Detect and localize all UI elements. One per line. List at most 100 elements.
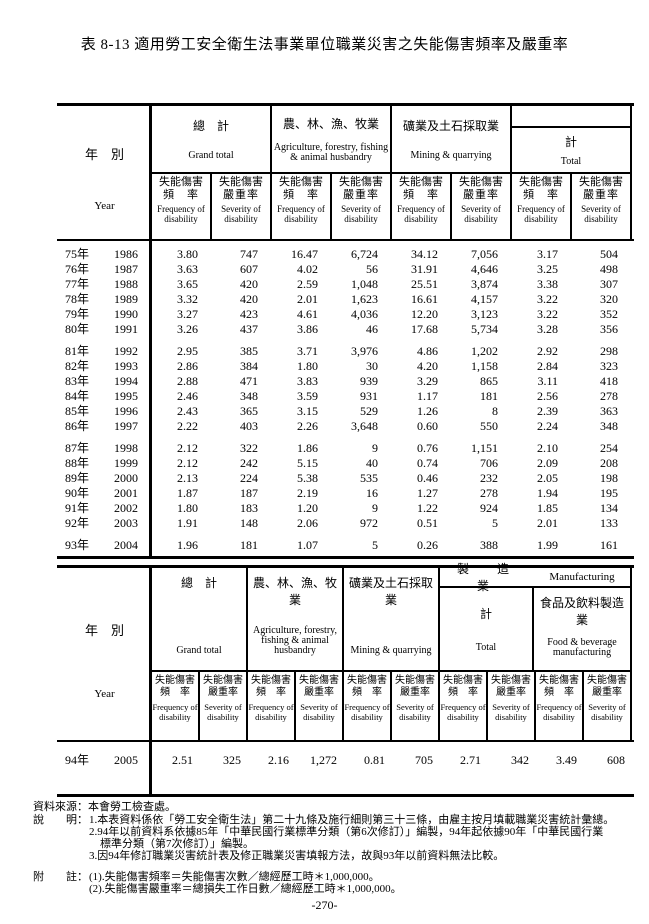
value-cell: 550 bbox=[480, 419, 498, 433]
value-cell: 3.49 bbox=[556, 753, 577, 767]
value-cell: 1,272 bbox=[310, 753, 337, 767]
column-header-frequency: 失能傷害 頻 率 Frequency of disability bbox=[152, 672, 200, 740]
value-cell: 2.05 bbox=[537, 471, 558, 485]
severity-label: 嚴重率 bbox=[583, 189, 619, 201]
value-cell: 4.61 bbox=[297, 307, 318, 321]
group-grand-total: 總 計 Grand total bbox=[152, 106, 272, 174]
value-cell: 307 bbox=[600, 277, 618, 291]
value-cell: 3.25 bbox=[537, 262, 558, 276]
table-row: 90年 2001 1.87 187 2.19 16 1.27 278 1.94 195 bbox=[57, 486, 634, 501]
value-cell: 3,976 bbox=[351, 344, 378, 358]
value-cell: 2.51 bbox=[172, 753, 193, 767]
value-cell: 2.24 bbox=[537, 419, 558, 433]
severity-label: 嚴重率 bbox=[496, 687, 526, 698]
value-cell: 325 bbox=[223, 753, 241, 767]
value-cell: 298 bbox=[600, 344, 618, 358]
value-cell: 181 bbox=[480, 389, 498, 403]
year-ad-cell: 1995 bbox=[114, 389, 138, 403]
value-cell: 3.59 bbox=[297, 389, 318, 403]
disability-label: 失能傷害 bbox=[395, 675, 435, 686]
group-label-cjk: 食品及飲料製造業 bbox=[539, 596, 624, 627]
year-ad-cell: 2001 bbox=[114, 486, 138, 500]
severity-label: 嚴重率 bbox=[463, 189, 499, 201]
column-header-frequency: 失能傷害 頻 率 Frequency of disability bbox=[392, 174, 452, 239]
value-cell: 3.22 bbox=[537, 307, 558, 321]
value-cell: 4.02 bbox=[297, 262, 318, 276]
value-cell: 16 bbox=[366, 486, 378, 500]
table-row: 85年 1996 2.43 365 3.15 529 1.26 8 2.39 363 bbox=[57, 404, 634, 419]
value-cell: 0.60 bbox=[417, 419, 438, 433]
disability-label: 失能傷害 bbox=[203, 675, 243, 686]
value-cell: 181 bbox=[240, 538, 258, 552]
disability-label: 失能傷害 bbox=[539, 675, 579, 686]
value-cell: 4.86 bbox=[417, 344, 438, 358]
year-column-divider bbox=[149, 568, 152, 794]
column-groups: 總 計 Grand total 農、林、漁、牧業 Agriculture, fo… bbox=[152, 562, 634, 740]
year-ad-cell: 1998 bbox=[114, 441, 138, 455]
value-cell: 134 bbox=[600, 501, 618, 515]
page-title: 表 8-13 適用勞工安全衛生法事業單位職業災害之失能傷害頻率及嚴重率 bbox=[80, 37, 569, 53]
value-cell: 1.91 bbox=[177, 516, 198, 530]
value-cell: 2.92 bbox=[537, 344, 558, 358]
column-header-severity: 失能傷害 嚴重率 Severity of disability bbox=[332, 174, 392, 239]
measure-label-row: 失能傷害 頻 率 Frequency of disability 失能傷害 嚴重… bbox=[152, 174, 634, 239]
value-cell: 348 bbox=[600, 419, 618, 433]
table-row: 82年 1993 2.86 384 1.80 30 4.20 1,158 2.84 323 bbox=[57, 359, 634, 374]
value-cell: 2.43 bbox=[177, 404, 198, 418]
group-label-en: Total bbox=[475, 642, 497, 654]
group-label-en: Food & beverage manufacturing bbox=[547, 637, 617, 658]
frequency-label: 頻 率 bbox=[448, 687, 478, 698]
value-cell: 2.12 bbox=[177, 441, 198, 455]
value-cell: 3.65 bbox=[177, 277, 198, 291]
year-ad-cell: 1997 bbox=[114, 419, 138, 433]
year-ad-cell: 2003 bbox=[114, 516, 138, 530]
group-label-en: Mining & quarrying bbox=[410, 149, 492, 161]
value-cell: 384 bbox=[240, 359, 258, 373]
group-label-en: Agriculture, forestry, fishing & animal … bbox=[252, 625, 338, 656]
severity-label-en: Severity of disability bbox=[581, 204, 621, 224]
value-cell: 747 bbox=[240, 247, 258, 261]
year-roc-cell: 77年 bbox=[65, 277, 90, 291]
year-roc-cell: 80年 bbox=[65, 322, 90, 336]
table-row: 75年 1986 3.80 747 16.47 6,724 34.12 7,056 3.17 50… bbox=[57, 247, 634, 262]
severity-label: 嚴重率 bbox=[592, 687, 622, 698]
value-cell: 46 bbox=[366, 322, 378, 336]
value-cell: 3.11 bbox=[537, 374, 558, 388]
frequency-label: 頻 率 bbox=[352, 687, 382, 698]
value-cell: 3.17 bbox=[537, 247, 558, 261]
value-cell: 2.56 bbox=[537, 389, 558, 403]
group-label-en: Grand total bbox=[176, 645, 222, 656]
year-ad-cell: 1987 bbox=[114, 262, 138, 276]
severity-label-en: Severity of disability bbox=[588, 702, 626, 722]
value-cell: 34.12 bbox=[411, 247, 438, 261]
appendix-label: 附 註： bbox=[33, 871, 88, 883]
frequency-label-en: Frequency of disability bbox=[152, 702, 198, 722]
severity-label: 嚴重率 bbox=[223, 189, 259, 201]
value-cell: 4,157 bbox=[471, 292, 498, 306]
value-cell: 3.29 bbox=[417, 374, 438, 388]
disability-label: 失能傷害 bbox=[339, 176, 383, 188]
column-header-frequency: 失能傷害 頻 率 Frequency of disability bbox=[344, 672, 392, 740]
value-cell: 3.80 bbox=[177, 247, 198, 261]
row-block: 93年 2004 1.96 181 1.07 5 0.26 388 1.99 161 bbox=[57, 538, 634, 553]
appendix-note: 附 註： (1).失能傷害頻率＝失能傷害次數／總經歷工時＊1,000,000。 … bbox=[33, 871, 633, 895]
year-roc-cell: 90年 bbox=[65, 486, 90, 500]
severity-label-en: Severity of disability bbox=[492, 702, 530, 722]
value-cell: 3.15 bbox=[297, 404, 318, 418]
empty-strip bbox=[512, 106, 630, 128]
value-cell: 2.26 bbox=[297, 419, 318, 433]
value-cell: 2.12 bbox=[177, 456, 198, 470]
value-cell: 1.27 bbox=[417, 486, 438, 500]
disability-label: 失能傷害 bbox=[587, 675, 627, 686]
disability-label: 失能傷害 bbox=[299, 675, 339, 686]
value-cell: 388 bbox=[480, 538, 498, 552]
year-ad-cell: 1990 bbox=[114, 307, 138, 321]
year-ad-cell: 2004 bbox=[114, 538, 138, 552]
value-cell: 1.20 bbox=[297, 501, 318, 515]
disability-label: 失能傷害 bbox=[519, 176, 563, 188]
group-label-cjk: 礦業及土石採取業 bbox=[402, 119, 499, 134]
value-cell: 1.17 bbox=[417, 389, 438, 403]
value-cell: 1,151 bbox=[471, 441, 498, 455]
table-lower-header: 年 別 Year 總 計 Grand total 農、林、漁、牧業 Agricu… bbox=[57, 562, 634, 742]
value-cell: 30 bbox=[366, 359, 378, 373]
